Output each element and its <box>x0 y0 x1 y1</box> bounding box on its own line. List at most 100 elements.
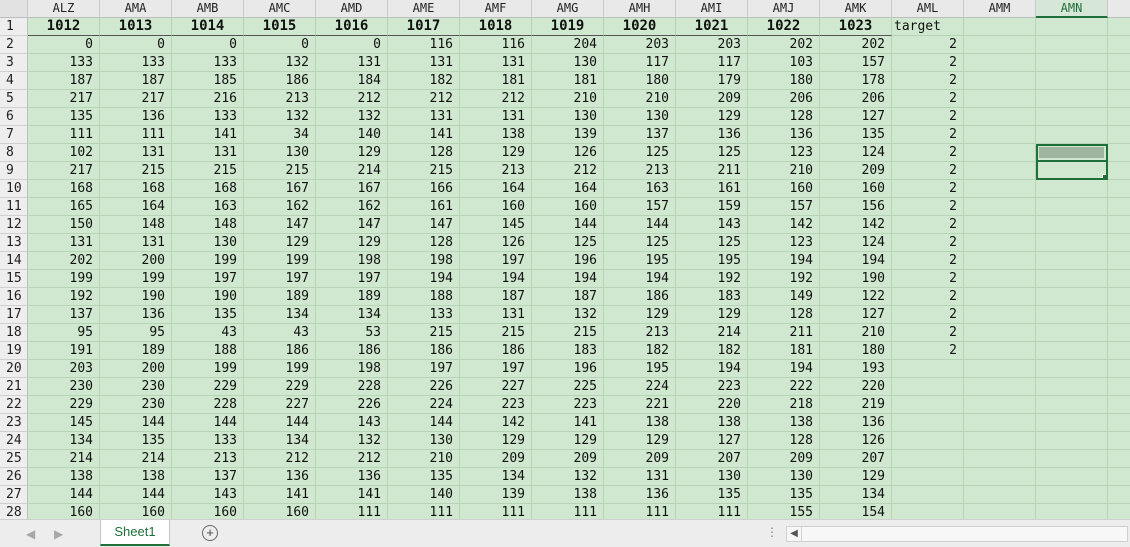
table-cell[interactable]: 141 <box>388 126 460 144</box>
table-cell[interactable]: 216 <box>172 90 244 108</box>
table-cell[interactable]: 186 <box>388 342 460 360</box>
table-cell[interactable]: 217 <box>28 162 100 180</box>
table-cell[interactable]: 197 <box>460 360 532 378</box>
table-cell[interactable]: 227 <box>460 378 532 396</box>
table-cell[interactable]: 212 <box>460 90 532 108</box>
column-header-amg[interactable]: AMG <box>532 0 604 18</box>
table-cell[interactable]: 212 <box>532 162 604 180</box>
table-cell[interactable]: 127 <box>820 108 892 126</box>
cell[interactable] <box>1036 288 1108 306</box>
table-cell[interactable]: 134 <box>460 468 532 486</box>
table-cell[interactable]: 2 <box>892 162 964 180</box>
table-cell[interactable]: 147 <box>316 216 388 234</box>
table-cell[interactable]: 53 <box>316 324 388 342</box>
table-cell[interactable]: 181 <box>532 72 604 90</box>
table-cell[interactable]: 194 <box>748 360 820 378</box>
table-cell[interactable]: 209 <box>820 162 892 180</box>
table-cell[interactable]: 142 <box>460 414 532 432</box>
table-cell[interactable]: 229 <box>172 378 244 396</box>
table-cell[interactable]: 125 <box>676 144 748 162</box>
table-cell[interactable]: 129 <box>244 234 316 252</box>
table-cell[interactable]: 130 <box>172 234 244 252</box>
cell[interactable] <box>964 180 1036 198</box>
table-cell[interactable]: 131 <box>460 306 532 324</box>
cell[interactable] <box>1108 414 1130 432</box>
table-cell[interactable]: 2 <box>892 180 964 198</box>
column-header-amc[interactable]: AMC <box>244 0 316 18</box>
table-cell[interactable]: 111 <box>100 126 172 144</box>
table-cell[interactable] <box>892 360 964 378</box>
row-header-18[interactable]: 18 <box>0 324 28 342</box>
table-cell[interactable]: 199 <box>244 360 316 378</box>
cell[interactable] <box>964 306 1036 324</box>
table-cell[interactable]: 129 <box>676 306 748 324</box>
cell[interactable] <box>964 198 1036 216</box>
table-cell[interactable]: 212 <box>244 450 316 468</box>
table-cell[interactable]: 189 <box>100 342 172 360</box>
table-cell[interactable]: 209 <box>532 450 604 468</box>
table-cell[interactable]: 136 <box>100 306 172 324</box>
cell[interactable] <box>1108 18 1130 36</box>
table-cell[interactable]: 136 <box>100 108 172 126</box>
table-cell[interactable]: 230 <box>28 378 100 396</box>
table-cell[interactable]: 189 <box>244 288 316 306</box>
row-header-17[interactable]: 17 <box>0 306 28 324</box>
table-cell[interactable]: 203 <box>676 36 748 54</box>
table-cell[interactable] <box>892 486 964 504</box>
table-cell[interactable]: 168 <box>28 180 100 198</box>
table-cell[interactable]: 215 <box>460 324 532 342</box>
table-cell[interactable]: 226 <box>316 396 388 414</box>
table-cell[interactable]: 168 <box>172 180 244 198</box>
table-cell[interactable]: 164 <box>532 180 604 198</box>
table-cell[interactable]: 209 <box>748 450 820 468</box>
table-cell[interactable]: 131 <box>28 234 100 252</box>
row-header-13[interactable]: 13 <box>0 234 28 252</box>
table-cell[interactable]: 129 <box>604 306 676 324</box>
cell[interactable] <box>1036 90 1108 108</box>
table-cell[interactable]: 178 <box>820 72 892 90</box>
cell[interactable] <box>1036 324 1108 342</box>
table-cell[interactable]: 157 <box>820 54 892 72</box>
table-cell[interactable]: 200 <box>100 252 172 270</box>
table-cell[interactable]: 186 <box>244 72 316 90</box>
header-cell[interactable]: 1016 <box>316 18 388 36</box>
table-cell[interactable]: 190 <box>820 270 892 288</box>
table-cell[interactable]: 220 <box>820 378 892 396</box>
cell[interactable] <box>1036 54 1108 72</box>
table-cell[interactable]: 135 <box>28 108 100 126</box>
row-header-27[interactable]: 27 <box>0 486 28 504</box>
cell[interactable] <box>964 126 1036 144</box>
table-cell[interactable]: 136 <box>604 486 676 504</box>
table-cell[interactable]: 142 <box>820 216 892 234</box>
table-cell[interactable]: 209 <box>460 450 532 468</box>
table-cell[interactable]: 225 <box>532 378 604 396</box>
prev-sheet-icon[interactable]: ◀ <box>26 527 36 541</box>
table-cell[interactable]: 229 <box>244 378 316 396</box>
cell[interactable] <box>1108 432 1130 450</box>
cell[interactable] <box>964 378 1036 396</box>
column-header-amd[interactable]: AMD <box>316 0 388 18</box>
table-cell[interactable] <box>892 414 964 432</box>
table-cell[interactable]: 157 <box>604 198 676 216</box>
row-header-16[interactable]: 16 <box>0 288 28 306</box>
table-cell[interactable]: 2 <box>892 198 964 216</box>
table-cell[interactable]: 138 <box>676 414 748 432</box>
table-cell[interactable]: 130 <box>532 108 604 126</box>
table-cell[interactable]: 129 <box>316 144 388 162</box>
table-cell[interactable]: 144 <box>172 414 244 432</box>
table-cell[interactable]: 2 <box>892 126 964 144</box>
table-cell[interactable]: 187 <box>100 72 172 90</box>
header-cell-target[interactable]: target <box>892 18 964 36</box>
table-cell[interactable]: 143 <box>676 216 748 234</box>
table-cell[interactable]: 123 <box>748 234 820 252</box>
cell[interactable] <box>1108 180 1130 198</box>
table-cell[interactable]: 211 <box>748 324 820 342</box>
table-cell[interactable]: 215 <box>100 162 172 180</box>
table-cell[interactable]: 186 <box>316 342 388 360</box>
table-cell[interactable]: 130 <box>388 432 460 450</box>
table-cell[interactable]: 224 <box>604 378 676 396</box>
table-cell[interactable]: 211 <box>676 162 748 180</box>
selected-cell-lower[interactable] <box>1036 162 1108 180</box>
table-cell[interactable]: 125 <box>676 234 748 252</box>
table-cell[interactable]: 164 <box>100 198 172 216</box>
